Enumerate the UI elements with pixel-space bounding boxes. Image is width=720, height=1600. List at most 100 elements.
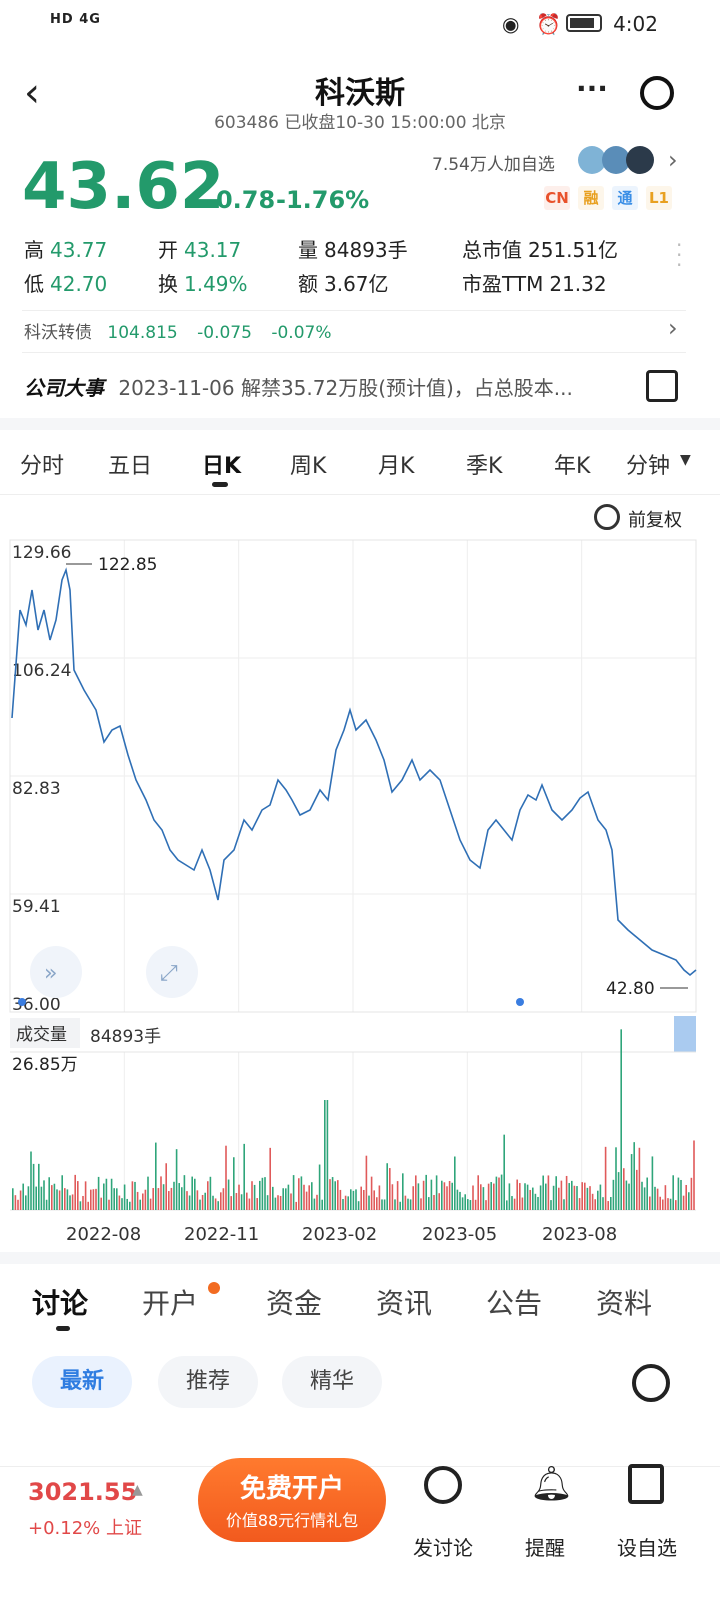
section-gap — [0, 418, 720, 430]
volume-bar — [500, 1174, 503, 1210]
bond-row[interactable]: 科沃转债 104.815 -0.075 -0.07% › — [24, 314, 688, 343]
chart-tab-0[interactable]: 分时 — [20, 454, 65, 479]
x-axis-label: 2023-08 — [542, 1224, 617, 1245]
volume-bar — [329, 1179, 331, 1210]
discussion-tab-2[interactable]: 资金 — [266, 1287, 323, 1320]
stat-value: 1.49% — [184, 272, 248, 296]
volume-bar — [485, 1200, 487, 1210]
filter-pill-0[interactable]: 最新 — [32, 1356, 132, 1408]
open-account-button[interactable]: 免费开户 价值88元行情礼包 — [198, 1458, 386, 1542]
volume-bar — [534, 1193, 537, 1210]
volume-bar — [529, 1189, 531, 1210]
index-value[interactable]: 3021.55 — [28, 1478, 138, 1506]
volume-bar — [233, 1157, 235, 1210]
event-row[interactable]: 公司大事 2023-11-06 解禁35.72万股(预计值)，占总股本... — [24, 372, 688, 401]
volume-bar — [438, 1193, 440, 1210]
volume-bar — [508, 1183, 511, 1210]
volume-bar — [347, 1196, 349, 1210]
chart-tab-7[interactable]: 分钟 — [626, 454, 671, 479]
chart-tab-6[interactable]: 年K — [554, 454, 591, 479]
more-icon[interactable]: ··· — [576, 72, 608, 105]
volume-bar — [256, 1198, 258, 1210]
volume-bar — [201, 1194, 204, 1210]
post-discussion-button[interactable]: 发讨论 — [413, 1536, 473, 1560]
volume-bar — [121, 1198, 123, 1210]
discussion-tab-4[interactable]: 公告 — [486, 1287, 543, 1320]
volume-bar — [565, 1175, 568, 1210]
chart-tab-2[interactable]: 日K — [202, 454, 242, 479]
stat-value: 21.32 — [549, 272, 607, 296]
chart-tab-5[interactable]: 季K — [466, 454, 503, 479]
volume-bar — [480, 1184, 482, 1210]
stat-label: 低 — [24, 272, 44, 296]
volume-bar — [628, 1183, 630, 1210]
volume-bar — [376, 1197, 378, 1210]
chevron-right-icon[interactable]: › — [668, 146, 678, 174]
clock: 4:02 — [613, 12, 658, 36]
volume-bar — [45, 1199, 48, 1210]
volume-bar — [524, 1183, 526, 1210]
volume-bar — [654, 1186, 656, 1210]
add-watchlist-button[interactable]: 设自选 — [617, 1536, 677, 1560]
calendar-icon[interactable] — [646, 370, 678, 402]
price-chart[interactable]: 129.66 106.24 82.83 59.41 36.00 122.85 42.80 » ⤢… — [0, 530, 720, 1250]
volume-bar — [22, 1183, 24, 1210]
refresh-icon[interactable] — [632, 1364, 670, 1402]
stat-3: 总市值 251.51亿 — [462, 234, 618, 263]
volume-bar — [82, 1195, 84, 1210]
volume-bar — [66, 1189, 69, 1210]
volume-bar — [199, 1199, 201, 1210]
dropdown-icon[interactable]: ▼ — [680, 452, 691, 468]
watchlist-icon — [628, 1464, 664, 1504]
back-icon[interactable]: ‹ — [24, 70, 40, 116]
discussion-tab-1[interactable]: 开户 — [142, 1287, 199, 1320]
volume-bar — [134, 1181, 136, 1210]
search-icon[interactable] — [640, 76, 674, 110]
volume-bar — [633, 1142, 635, 1210]
volume-bar — [165, 1163, 167, 1210]
volume-bar — [456, 1189, 459, 1210]
filter-pill-2[interactable]: 精华 — [282, 1356, 382, 1408]
volume-bar — [659, 1196, 661, 1210]
more-vertical-icon[interactable]: · · · — [676, 233, 683, 277]
volume-bar — [389, 1168, 391, 1210]
index-change[interactable]: +0.12% 上证 — [28, 1514, 142, 1540]
volume-bar — [641, 1181, 643, 1210]
chart-tab-4[interactable]: 月K — [378, 454, 415, 479]
volume-bar — [630, 1154, 633, 1210]
volume-bar — [576, 1186, 578, 1210]
settings-icon[interactable] — [594, 504, 620, 530]
volume-bar — [287, 1184, 290, 1210]
volume-bar — [238, 1184, 240, 1210]
volume-bar — [51, 1185, 53, 1210]
chart-tab-1[interactable]: 五日 — [108, 454, 153, 479]
volume-bar — [178, 1183, 180, 1210]
volume-bar — [337, 1180, 339, 1210]
volume-bar — [597, 1190, 599, 1210]
volume-bar — [311, 1182, 313, 1210]
index-change-pct: +0.12% — [28, 1518, 101, 1539]
y-axis-label: 129.66 — [12, 543, 71, 563]
volume-bar — [344, 1195, 347, 1210]
filter-pill-1[interactable]: 推荐 — [158, 1356, 258, 1408]
volume-bar — [383, 1199, 386, 1210]
discussion-tab-5[interactable]: 资料 — [596, 1287, 653, 1320]
volume-bar — [446, 1186, 448, 1210]
alert-button[interactable]: 提醒 — [525, 1536, 565, 1560]
volume-bar — [103, 1183, 105, 1210]
volume-bar — [253, 1184, 256, 1210]
discussion-tab-3[interactable]: 资讯 — [376, 1287, 433, 1320]
volume-bar — [38, 1163, 40, 1210]
volume-bar — [646, 1177, 648, 1210]
volume-bar — [139, 1199, 141, 1210]
volume-bar — [209, 1176, 212, 1210]
volume-bar — [563, 1199, 565, 1210]
volume-bar — [194, 1178, 196, 1210]
followers-count[interactable]: 7.54万人加自选 — [432, 155, 555, 175]
adjust-label[interactable]: 前复权 — [628, 510, 682, 531]
last-price-label: 42.80 — [606, 979, 655, 999]
discussion-tab-0[interactable]: 讨论 — [32, 1287, 89, 1320]
chart-tab-3[interactable]: 周K — [290, 454, 327, 479]
stat-label: 开 — [158, 238, 178, 262]
volume-bar — [469, 1200, 472, 1210]
